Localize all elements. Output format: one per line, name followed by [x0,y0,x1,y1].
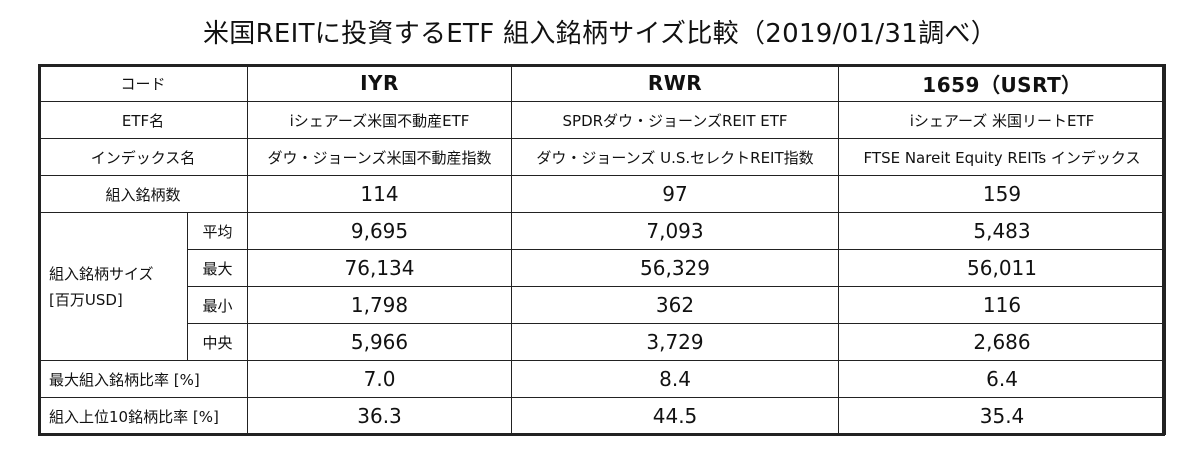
index-usrt: FTSE Nareit Equity REITs インデックス [838,138,1167,176]
table-row-index: インデックス名 ダウ・ジョーンズ米国不動産指数 ダウ・ジョーンズ U.S.セレク… [37,138,1167,176]
top10-weight-usrt: 35.4 [838,397,1167,435]
table-row-code: コード IYR RWR 1659（USRT） [37,64,1167,102]
avg-iyr: 9,695 [247,212,513,250]
avg-usrt: 5,483 [838,212,1167,250]
top-weight-usrt: 6.4 [838,360,1167,398]
etf-comparison-table: コード IYR RWR 1659（USRT） ETF名 iシェアーズ米国不動産E… [37,64,1167,435]
code-label: コード [37,64,249,102]
avg-rwr: 7,093 [511,212,840,250]
min-label: 最小 [186,286,249,324]
max-usrt: 56,011 [838,249,1167,287]
index-rwr: ダウ・ジョーンズ U.S.セレクトREIT指数 [511,138,840,176]
etf-name-label: ETF名 [37,101,249,139]
index-iyr: ダウ・ジョーンズ米国不動産指数 [247,138,513,176]
holdings-rwr: 97 [511,175,840,213]
max-rwr: 56,329 [511,249,840,287]
etf-name-rwr: SPDRダウ・ジョーンズREIT ETF [511,101,840,139]
table-row-avg: 組入銘柄サイズ [百万USD] 平均 9,695 7,093 5,483 [38,212,1167,361]
top10-weight-iyr: 36.3 [247,397,513,435]
min-rwr: 362 [511,286,840,324]
median-usrt: 2,686 [838,323,1167,361]
median-rwr: 3,729 [511,323,840,361]
max-iyr: 76,134 [247,249,513,287]
holdings-iyr: 114 [247,175,513,213]
holdings-label: 組入銘柄数 [37,175,249,213]
top10-weight-rwr: 44.5 [511,397,840,435]
avg-label: 平均 [186,212,249,250]
page-title: 米国REITに投資するETF 組入銘柄サイズ比較（2019/01/31調べ） [202,19,998,49]
table-row-top10-weight: 組入上位10銘柄比率 [%] 36.3 44.5 35.4 [37,397,1167,435]
table-row-holdings: 組入銘柄数 114 97 159 [37,175,1167,213]
top10-weight-label: 組入上位10銘柄比率 [%] [37,397,249,435]
size-label: 組入銘柄サイズ [百万USD] [38,212,188,361]
table-row-min: 最小 1,798 362 116 [39,286,1167,324]
min-iyr: 1,798 [247,286,513,324]
max-label: 最大 [186,249,249,287]
fund-code-iyr: IYR [247,64,513,102]
size-label-line1: 組入銘柄サイズ [49,264,154,283]
table-row-top-weight: 最大組入銘柄比率 [%] 7.0 8.4 6.4 [37,360,1167,398]
etf-name-usrt: iシェアーズ 米国リートETF [838,101,1167,139]
top-weight-iyr: 7.0 [247,360,513,398]
holdings-usrt: 159 [838,175,1167,213]
median-iyr: 5,966 [247,323,513,361]
etf-name-iyr: iシェアーズ米国不動産ETF [247,101,513,139]
fund-code-rwr: RWR [511,64,840,102]
table-row-max: 最大 76,134 56,329 56,011 [39,249,1167,287]
top-weight-rwr: 8.4 [511,360,840,398]
table-row-median: 中央 5,966 3,729 2,686 [39,323,1167,361]
median-label: 中央 [186,323,249,361]
index-label: インデックス名 [37,138,249,176]
table-row-etf-name: ETF名 iシェアーズ米国不動産ETF SPDRダウ・ジョーンズREIT ETF… [37,101,1167,139]
min-usrt: 116 [838,286,1167,324]
fund-code-usrt: 1659（USRT） [838,64,1167,102]
top-weight-label: 最大組入銘柄比率 [%] [37,360,249,398]
size-label-line2: [百万USD] [49,290,123,309]
